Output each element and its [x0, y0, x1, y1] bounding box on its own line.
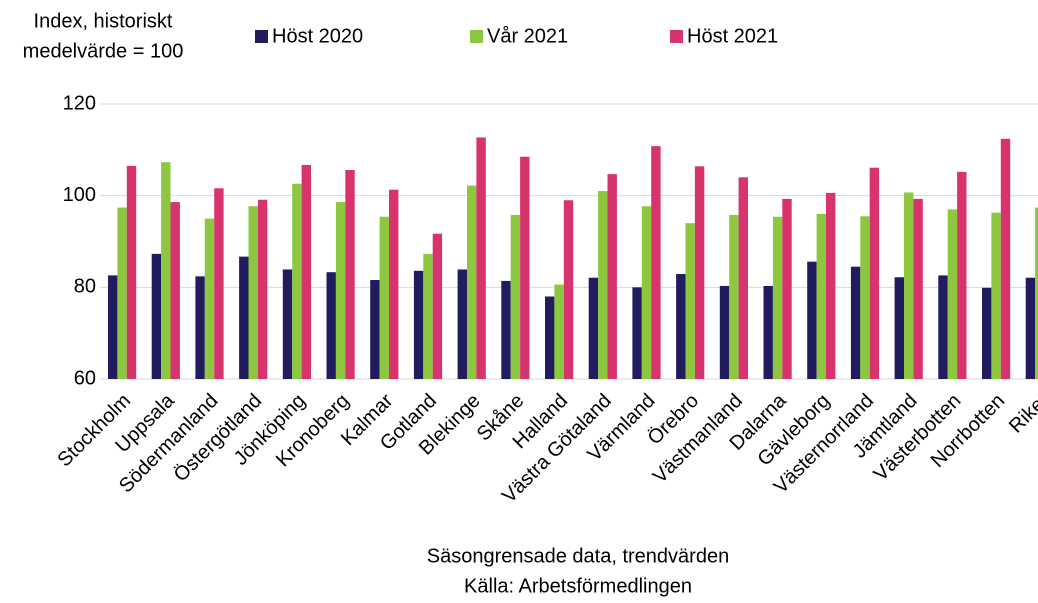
note: Säsongrensade data, trendvärden: [427, 545, 729, 567]
bar: [476, 137, 486, 379]
bar: [947, 209, 958, 379]
legend-label: Höst 2020: [272, 25, 363, 47]
bar: [126, 165, 137, 379]
bar: [913, 198, 923, 379]
y-axis-label: Index, historiskt: [34, 10, 173, 32]
bar: [957, 171, 967, 379]
x-tick-label: Riket: [1005, 389, 1038, 437]
y-axis-label: medelvärde = 100: [23, 40, 184, 62]
bar: [598, 191, 608, 379]
bar: [214, 188, 224, 379]
bar: [782, 198, 792, 379]
bar: [816, 214, 826, 379]
bar: [719, 285, 730, 379]
bar: [335, 202, 346, 379]
bar: [195, 276, 205, 379]
bar: [413, 270, 424, 379]
bar: [389, 189, 399, 379]
bar: [248, 206, 258, 379]
bar: [641, 206, 652, 379]
bar: [292, 183, 302, 379]
legend-swatch: [470, 30, 483, 43]
note: Källa: Arbetsförmedlingen: [464, 575, 692, 597]
bar: [869, 167, 880, 379]
bar: [676, 274, 686, 379]
bar: [117, 207, 127, 379]
bar: [501, 280, 511, 379]
bar: [151, 253, 162, 379]
bar: [738, 177, 748, 379]
bar: [894, 277, 904, 379]
bar: [301, 164, 311, 379]
bar: [991, 212, 1001, 379]
bar: [632, 287, 642, 379]
bar: [685, 223, 695, 379]
legend-swatch: [670, 30, 683, 43]
bar: [457, 269, 467, 379]
bar: [694, 166, 705, 379]
bar: [563, 200, 574, 379]
bar: [651, 146, 661, 379]
bar: [282, 269, 293, 379]
bar: [423, 253, 433, 379]
bar: [108, 275, 118, 379]
bar: [1035, 207, 1038, 379]
bar: [257, 199, 268, 379]
bar: [554, 284, 564, 379]
legend-label: Vår 2021: [487, 25, 568, 47]
bar: [1025, 277, 1036, 379]
bar: [772, 216, 783, 379]
bar: [510, 214, 521, 379]
bar: [370, 280, 380, 379]
bar: [807, 261, 817, 379]
bar: [588, 277, 599, 379]
y-tick-label: 100: [63, 184, 96, 206]
bar: [545, 296, 555, 379]
bar: [204, 218, 215, 379]
bar: [826, 192, 836, 379]
bar: [345, 170, 355, 379]
bar: [982, 287, 992, 379]
bar: [170, 202, 180, 379]
y-tick-label: 80: [74, 276, 96, 298]
legend-swatch: [255, 30, 268, 43]
bar: [379, 216, 389, 379]
bar: [326, 272, 336, 379]
bar: [1000, 138, 1011, 379]
bar: [432, 233, 443, 379]
bar: [467, 185, 477, 379]
bar: [239, 256, 249, 379]
bar: [860, 216, 870, 379]
y-tick-label: 120: [63, 92, 96, 114]
bar: [161, 162, 171, 379]
bar: [607, 174, 617, 379]
bar: [850, 266, 861, 379]
bar: [938, 275, 948, 379]
y-tick-label: 60: [74, 367, 96, 389]
bar: [520, 156, 530, 379]
legend-label: Höst 2021: [687, 25, 778, 47]
bar: [729, 214, 739, 379]
bar: [763, 285, 773, 379]
bar: [904, 192, 914, 379]
